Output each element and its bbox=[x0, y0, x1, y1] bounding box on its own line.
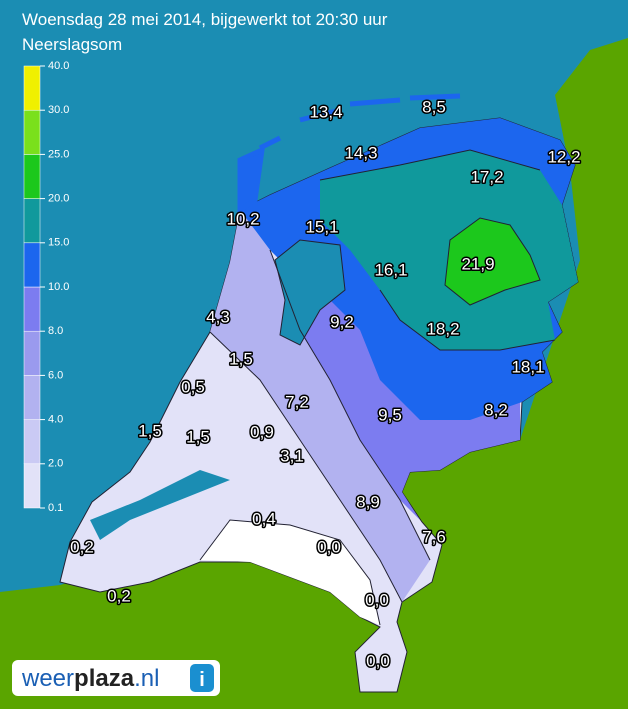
rain-label: 7,2 bbox=[285, 392, 309, 411]
contour bbox=[379, 289, 556, 351]
rain-label: 14,3 bbox=[344, 143, 377, 162]
title: Woensdag 28 mei 2014, bijgewerkt tot 20:… bbox=[22, 10, 388, 29]
legend-tick-label: 30.0 bbox=[48, 104, 69, 116]
legend-tick-label: 8.0 bbox=[48, 325, 63, 337]
contour bbox=[319, 149, 541, 181]
subtitle: Neerslagsom bbox=[22, 35, 122, 54]
rain-label: 9,2 bbox=[330, 312, 354, 331]
info-icon[interactable] bbox=[190, 664, 214, 692]
rain-label: 8,2 bbox=[484, 400, 508, 419]
rain-label: 0,9 bbox=[250, 422, 274, 441]
neighbour-land bbox=[0, 38, 628, 709]
rain-label: 4,3 bbox=[206, 307, 230, 326]
legend: 0.1 2.0 4.0 6.0 8.0 10.0 15.0 20.0 25.0 30.0 40.0 bbox=[23, 60, 69, 514]
legend-bin bbox=[23, 419, 41, 465]
legend-bin bbox=[23, 154, 41, 199]
rain-label: 17,2 bbox=[470, 167, 503, 186]
legend-tick-label: 0.1 bbox=[48, 502, 63, 514]
legend-tick-label: 4.0 bbox=[48, 414, 63, 426]
rain-label: 7,6 bbox=[422, 527, 446, 546]
lake bbox=[274, 239, 346, 346]
logo-part: plaza bbox=[74, 665, 135, 692]
rain-label: 8,9 bbox=[356, 492, 380, 511]
legend-bin bbox=[23, 198, 41, 244]
logo-part: .nl bbox=[134, 665, 159, 692]
rain-label: 0,0 bbox=[366, 651, 390, 670]
legend-bin bbox=[23, 109, 41, 155]
rain-label: 3,1 bbox=[280, 446, 304, 465]
rain-label: 21,9 bbox=[461, 254, 494, 273]
rain-label: 0,0 bbox=[317, 537, 341, 556]
legend-tick-label: 40.0 bbox=[48, 60, 69, 72]
legend-bin bbox=[23, 286, 41, 332]
contour bbox=[199, 519, 381, 626]
rain-label: 0,2 bbox=[70, 537, 94, 556]
legend-tick-label: 15.0 bbox=[48, 237, 69, 249]
rain-label: 12,2 bbox=[547, 147, 580, 166]
contour bbox=[269, 249, 431, 561]
rain-label: 9,5 bbox=[378, 405, 402, 424]
islands bbox=[237, 93, 461, 215]
legend-tick-label: 20.0 bbox=[48, 193, 69, 205]
legend-tick-label: 6.0 bbox=[48, 369, 63, 381]
rain-label: 1,5 bbox=[186, 427, 210, 446]
logo[interactable]: weerplaza.nl bbox=[21, 665, 159, 692]
rain-label: 1,5 bbox=[229, 349, 253, 368]
legend-tick-label: 10.0 bbox=[48, 281, 69, 293]
legend-bin bbox=[23, 375, 41, 420]
legend-bin bbox=[23, 463, 41, 509]
band-0-2-white bbox=[200, 520, 380, 625]
rain-label: 18,2 bbox=[426, 319, 459, 338]
estuary bbox=[90, 470, 230, 540]
contour bbox=[209, 331, 403, 603]
legend-bin bbox=[23, 65, 41, 111]
rain-label: 18,1 bbox=[511, 357, 544, 376]
rain-label: 0,5 bbox=[181, 377, 205, 396]
legend-tick-label: 25.0 bbox=[48, 148, 69, 160]
logo-part: weer bbox=[21, 665, 74, 692]
labels: 13,4 8,5 14,3 12,2 17,2 10,2 15,1 16,1 21,9 4,3 9,… bbox=[69, 96, 582, 672]
rain-label: 16,1 bbox=[374, 260, 407, 279]
legend-bin bbox=[23, 330, 41, 376]
rain-label: 10,2 bbox=[226, 209, 259, 228]
rain-label: 15,1 bbox=[305, 217, 338, 236]
rain-label: 8,5 bbox=[422, 97, 446, 116]
rain-label: 0,0 bbox=[365, 590, 389, 609]
rain-label: 1,5 bbox=[138, 421, 162, 440]
info-icon-glyph: i bbox=[199, 669, 205, 691]
rain-label: 0,2 bbox=[107, 586, 131, 605]
rain-label: 0,4 bbox=[252, 509, 276, 528]
legend-bin bbox=[23, 242, 41, 288]
band-4-8 bbox=[210, 210, 430, 602]
logo-box[interactable] bbox=[12, 660, 220, 696]
legend-tick-label: 2.0 bbox=[48, 458, 63, 470]
rain-label: 13,4 bbox=[309, 102, 342, 121]
band-20-25 bbox=[444, 217, 541, 306]
